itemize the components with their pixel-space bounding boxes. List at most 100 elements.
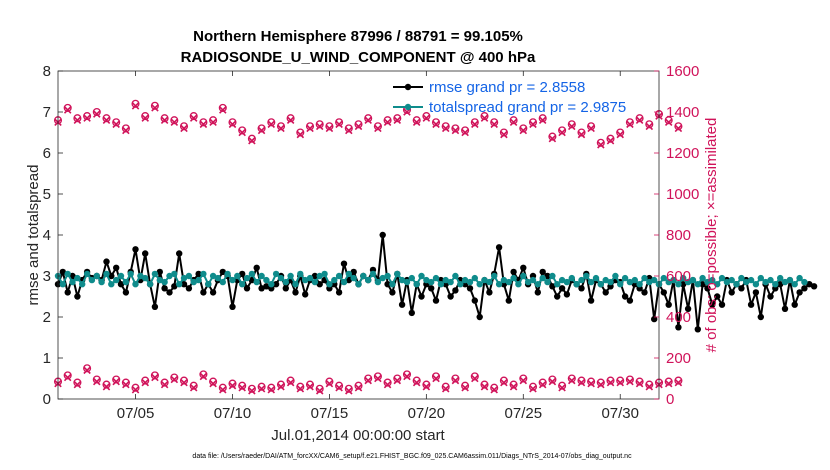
obs-assimilated-lower-point (364, 376, 372, 385)
left-tick-label: 7 (43, 104, 51, 121)
obs-assimilated-lower-point (189, 383, 198, 392)
obs-assimilated-upper-point (471, 120, 479, 129)
obs-assimilated-upper-point (63, 106, 72, 114)
totalspread-point (113, 276, 120, 284)
legend-rmse-marker (404, 83, 412, 91)
obs-assimilated-lower-point (432, 374, 440, 383)
rmse-point (675, 324, 682, 331)
totalspread-point (282, 278, 289, 286)
totalspread-point (108, 281, 115, 288)
totalspread-point (481, 276, 488, 284)
obs-possible-upper-point (490, 118, 499, 127)
obs-possible-lower-point (577, 376, 586, 385)
obs-assimilated-lower-point (93, 377, 101, 386)
totalspread-point (239, 281, 246, 288)
obs-possible-lower-point (189, 381, 198, 390)
rmse-point (587, 297, 595, 304)
rmse-point (747, 301, 755, 308)
obs-assimilated-upper-point (354, 122, 363, 131)
totalspread-point (743, 278, 750, 286)
totalspread-point (791, 281, 798, 288)
totalspread-point (670, 276, 677, 284)
rmse-point (810, 283, 818, 290)
totalspread-point (757, 274, 764, 282)
x-tick-label: 07/10 (214, 405, 252, 422)
totalspread-point (311, 278, 319, 286)
obs-assimilated-lower-point (122, 380, 130, 389)
totalspread-point (651, 276, 658, 284)
rmse-point (534, 289, 541, 296)
totalspread-point (554, 281, 561, 288)
totalspread-point (718, 274, 726, 282)
obs-possible-upper-point (189, 112, 198, 121)
totalspread-point (452, 272, 459, 280)
obs-assimilated-upper-point (664, 118, 673, 127)
obs-assimilated-lower-point (257, 384, 266, 393)
totalspread-point (694, 281, 701, 288)
left-tick-label: 3 (43, 268, 51, 285)
rmse-point (621, 293, 629, 300)
rmse-point (253, 264, 260, 271)
obs-possible-lower-point (587, 377, 596, 386)
obs-possible-lower-point (121, 378, 130, 387)
totalspread-point (166, 272, 173, 280)
rmse-point (132, 246, 139, 253)
rmse-point (219, 268, 226, 276)
obs-possible-upper-point (412, 116, 421, 125)
totalspread-point (621, 274, 629, 282)
obs-assimilated-upper-point (461, 128, 469, 137)
totalspread-point (587, 278, 595, 286)
right-tick-label: 1200 (666, 145, 699, 162)
obs-possible-lower-point (616, 376, 625, 385)
obs-possible-lower-point (228, 379, 237, 388)
totalspread-point (684, 278, 692, 286)
totalspread-point (185, 272, 193, 280)
chart-title-line2: RADIOSONDE_U_WIND_COMPONENT @ 400 hPa (181, 49, 536, 66)
rmse-point (495, 244, 503, 251)
rmse-point (806, 281, 813, 288)
obs-assimilated-upper-point (645, 122, 654, 131)
rmse-point (195, 270, 202, 278)
obs-assimilated-lower-point (480, 382, 489, 391)
obs-assimilated-lower-point (160, 380, 169, 389)
obs-possible-upper-point (577, 128, 586, 137)
right-tick-label: 400 (666, 309, 691, 326)
rmse-point (142, 250, 149, 257)
obs-possible-upper-point (354, 120, 363, 129)
x-tick-label: 07/20 (408, 405, 446, 422)
obs-possible-lower-point (606, 376, 615, 385)
rmse-point (452, 287, 459, 294)
obs-possible-upper-point (141, 112, 150, 121)
rmse-point (476, 313, 483, 321)
obs-assimilated-upper-point (122, 126, 130, 135)
totalspread-point (88, 276, 96, 284)
totalspread-point (180, 274, 188, 282)
obs-possible-upper-point (422, 112, 431, 121)
obs-possible-upper-point (635, 114, 644, 123)
obs-possible-lower-point (296, 382, 305, 391)
obs-possible-upper-point (112, 118, 121, 127)
rmse-point (243, 285, 251, 292)
totalspread-point (374, 278, 382, 286)
totalspread-point (394, 270, 401, 278)
rmse-point (554, 293, 561, 300)
obs-possible-lower-point (412, 376, 421, 385)
totalspread-point (665, 278, 672, 286)
totalspread-point (146, 281, 154, 288)
rmse-point (408, 309, 415, 317)
right-axis: 0 200 400 600 800 1000 1200 1400 1600 (654, 63, 699, 408)
totalspread-point (432, 274, 440, 282)
rmse-point (258, 285, 265, 292)
totalspread-point (98, 278, 105, 286)
rmse-point (578, 285, 585, 292)
totalspread-point (471, 274, 478, 282)
obs-possible-upper-point (470, 118, 479, 127)
obs-possible-lower-point (509, 380, 518, 389)
rmse-point (316, 281, 323, 288)
obs-possible-upper-point (616, 128, 625, 137)
totalspread-point (747, 276, 755, 284)
rmse-point (602, 289, 609, 296)
obs-assimilated-lower-point (354, 383, 363, 392)
totalspread-point (524, 278, 532, 286)
right-axis-label: # of obs: o=possible; ×=assimilated (703, 118, 720, 353)
